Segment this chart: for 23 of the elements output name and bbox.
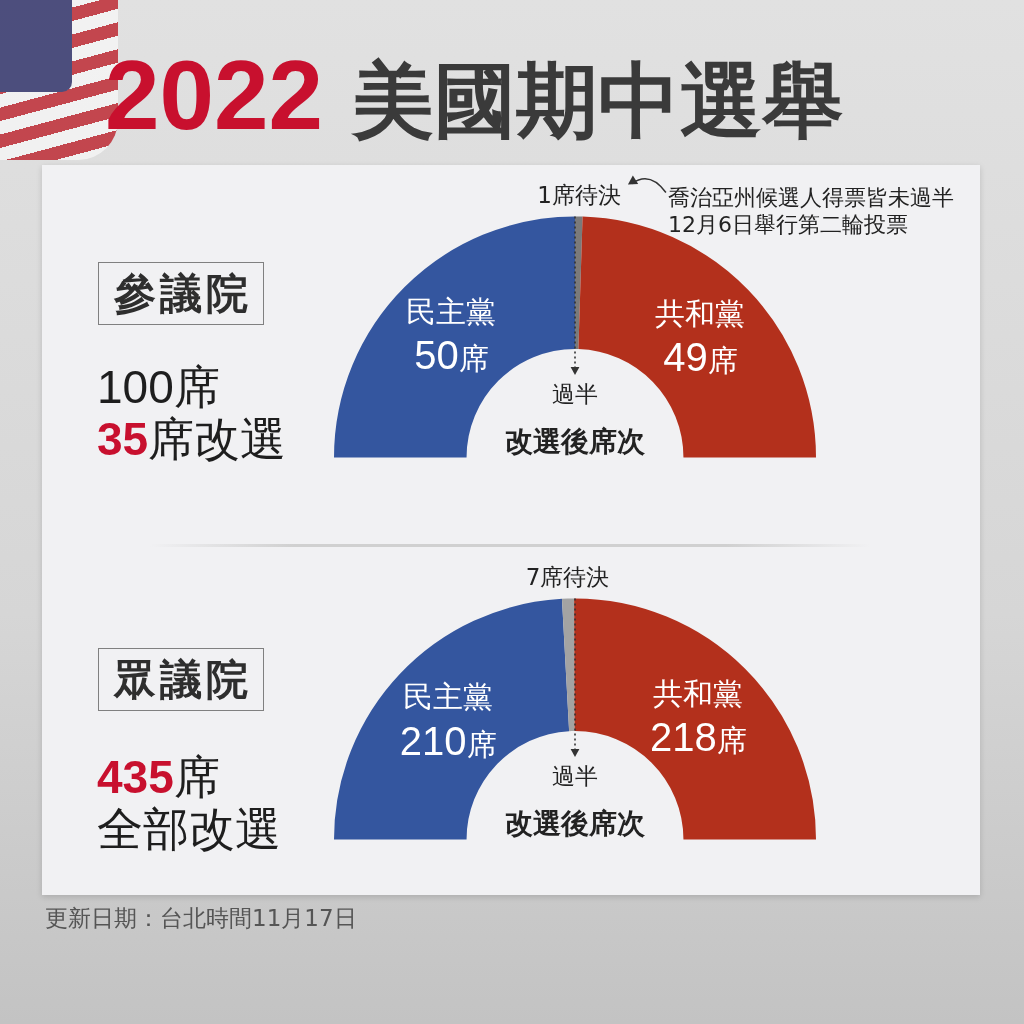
data-label: 49席 (663, 335, 738, 380)
data-label: 1席待決 (537, 181, 621, 208)
text: 35席改選 (97, 413, 287, 465)
slice-label: 共和黨 (655, 295, 746, 331)
text: 更新日期：台北時間11月17日 (45, 904, 357, 933)
text: 改選後席次 (505, 806, 646, 840)
text: 眾議院 (114, 653, 252, 706)
slice-label: 共和黨 (653, 675, 744, 711)
data-label: 7席待決 (525, 563, 610, 590)
text: 改選後席次 (505, 424, 646, 458)
text: 過半 (552, 763, 598, 790)
slice-label: 民主黨 (403, 679, 494, 715)
text: 435席 (97, 751, 220, 803)
data-label: 218席 (649, 715, 747, 760)
text: 喬治亞州候選人得票皆未過半 12月6日舉行第二輪投票 (668, 184, 954, 238)
chart-title: 2022 美國期中選舉 (105, 40, 844, 150)
data-label: 50席 (414, 333, 489, 378)
text: 過半 (552, 381, 598, 408)
slice-label: 民主黨 (406, 293, 497, 329)
text: 全部改選 (97, 803, 281, 855)
text: 參議院 (114, 267, 252, 320)
text: 100席 (97, 361, 220, 413)
data-label: 210席 (399, 718, 497, 763)
